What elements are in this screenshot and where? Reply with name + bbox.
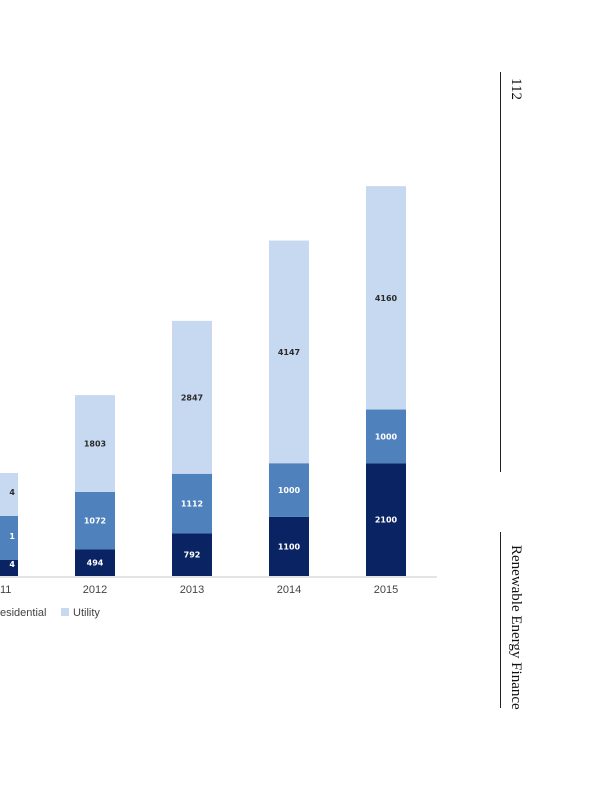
data-label-utility-2011: 4 [9,488,15,497]
header-rule-bottom [500,532,501,708]
data-label-commercial-2011: 1 [9,532,15,541]
bar-utility-2011 [0,473,18,516]
data-label-residential-2015: 2100 [375,516,398,525]
x-tick-label-2015: 2015 [374,584,398,596]
data-label-residential-2012: 494 [87,559,104,568]
running-title: Renewable Energy Finance [508,545,524,710]
bar-residential-2012 [75,549,115,576]
data-label-utility-2015: 4160 [375,294,398,303]
data-label-commercial-2013: 1112 [181,500,203,509]
x-tick-label-2012: 2012 [83,584,107,596]
data-label-residential-2014: 1100 [278,542,301,551]
bar-commercial-2014 [269,463,309,517]
bar-utility-2012 [75,395,115,492]
bar-commercial-2013 [172,473,212,534]
x-tick-label-2013: 2013 [180,584,204,596]
data-label-commercial-2012: 1072 [84,517,106,526]
bar-utility-2014 [269,240,309,464]
bar-commercial-2012 [75,491,115,550]
header-rule-top [500,72,501,472]
data-label-commercial-2014: 1000 [278,486,301,495]
data-label-utility-2014: 4147 [278,348,300,357]
data-label-residential-2013: 792 [184,551,201,560]
legend-label-residential: esidential [0,607,46,619]
page-number: 112 [508,78,524,100]
bar-commercial-2015 [366,409,406,464]
data-label-utility-2013: 2847 [181,393,203,402]
bar-residential-2014 [269,516,309,576]
legend-swatch-utility [61,608,69,616]
bar-commercial-2011 [0,516,18,560]
data-label-commercial-2015: 1000 [375,432,398,441]
bar-utility-2013 [172,320,212,474]
stacked-bar-chart: 4 1 4 494 1072 1803 792 1112 2847 1100 1000 4147 210… [0,186,437,619]
x-tick-label-2011: 11 [0,584,11,596]
bar-residential-2013 [172,533,212,576]
data-label-residential-2011: 4 [9,560,15,569]
bar-residential-2015 [366,463,406,576]
x-tick-label-2014: 2014 [277,584,301,596]
data-label-utility-2012: 1803 [84,439,106,448]
bar-utility-2015 [366,186,406,410]
bar-residential-2011 [0,560,18,576]
legend-label-utility: Utility [73,607,100,619]
